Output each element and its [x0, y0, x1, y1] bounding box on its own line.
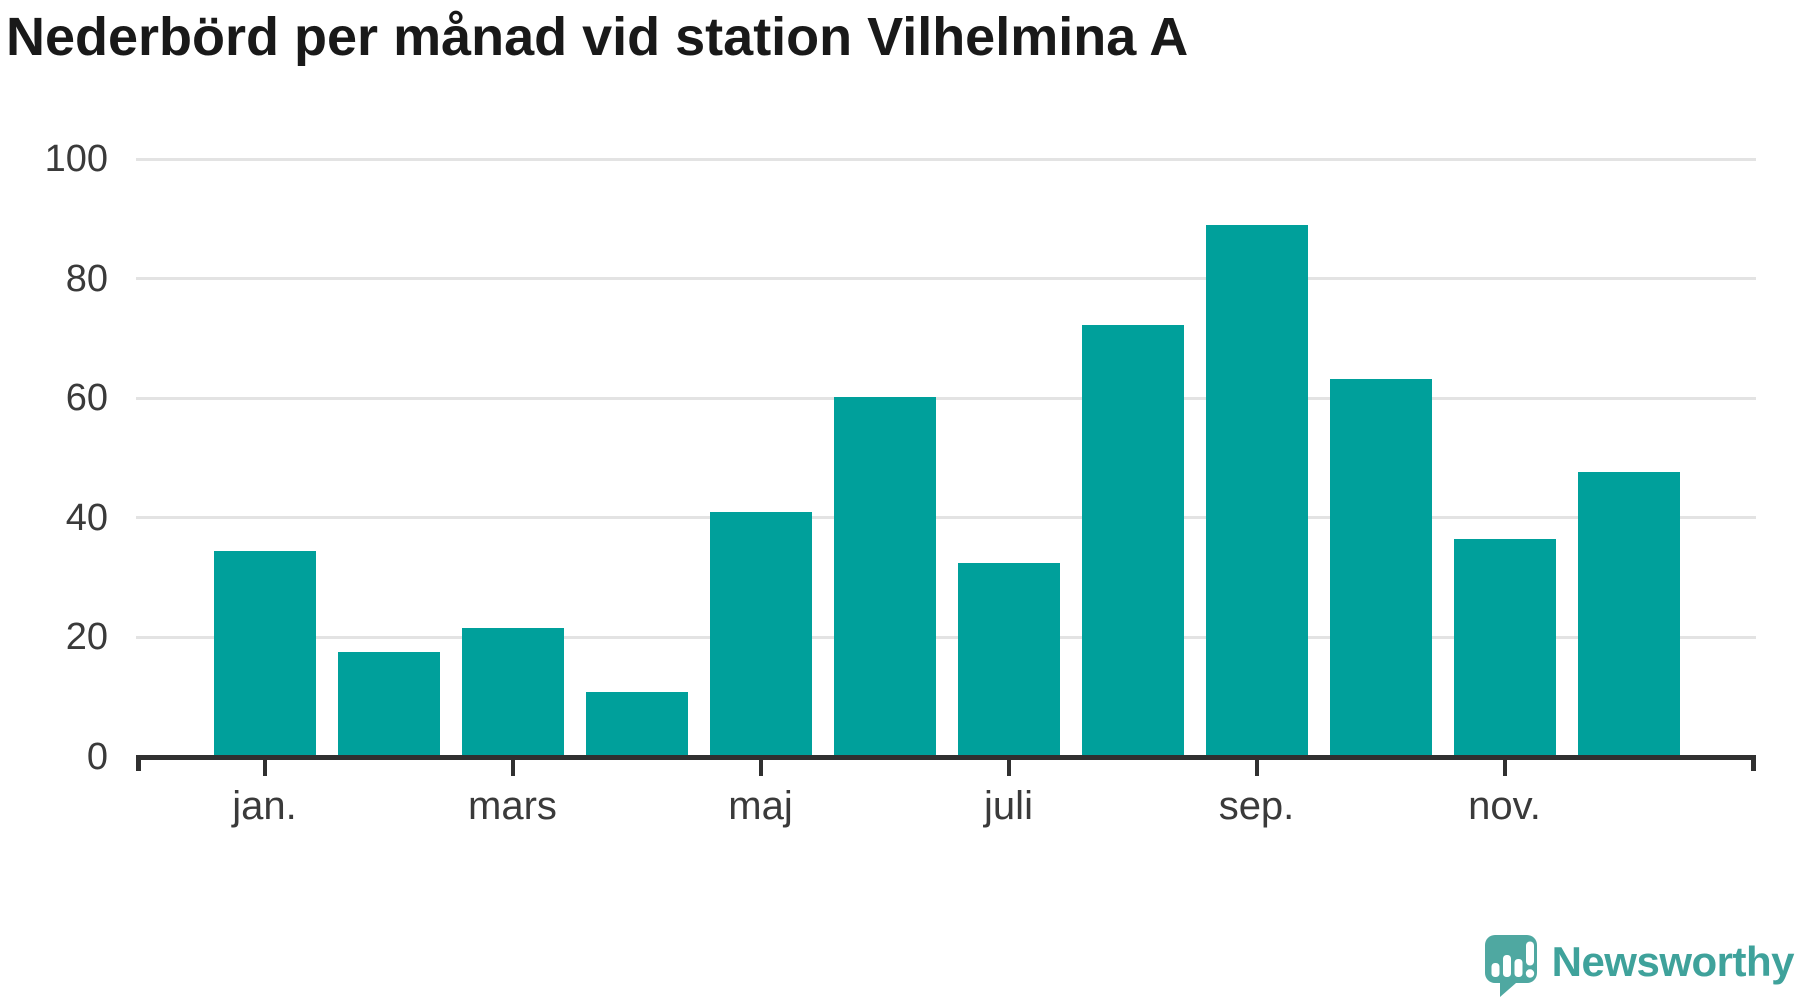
chart-title: Nederbörd per månad vid station Vilhelmi… — [6, 7, 1189, 67]
x-tick-label: jan. — [232, 784, 297, 828]
bar — [833, 397, 936, 757]
x-tick-label: mars — [468, 784, 557, 828]
bar — [461, 627, 564, 757]
y-tick-label: 40 — [65, 496, 108, 539]
bar — [1329, 379, 1432, 757]
bar — [709, 511, 812, 757]
gridline — [136, 157, 1756, 161]
x-tick — [1254, 759, 1259, 776]
x-tick-label: nov. — [1468, 784, 1541, 828]
newsworthy-bar-chart-icon — [1484, 935, 1537, 997]
x-tick — [262, 759, 267, 776]
x-tick — [510, 759, 515, 776]
x-tick-label: maj — [728, 784, 793, 828]
x-tick — [758, 759, 763, 776]
bar — [1577, 471, 1680, 757]
axis-end-cap — [136, 757, 141, 771]
gridline — [136, 516, 1756, 520]
bar — [1205, 225, 1308, 757]
gridline — [136, 277, 1756, 281]
bar — [1453, 539, 1556, 757]
y-tick-label: 20 — [65, 616, 108, 659]
y-tick-label: 80 — [65, 257, 108, 300]
x-axis-line — [136, 754, 1756, 760]
bar — [957, 563, 1060, 757]
gridline — [136, 396, 1756, 400]
bar — [337, 651, 440, 757]
x-tick — [1502, 759, 1507, 776]
bar — [213, 551, 316, 757]
y-tick-label: 60 — [65, 377, 108, 420]
x-tick-label: sep. — [1218, 784, 1295, 828]
x-tick — [1006, 759, 1011, 776]
y-tick-label: 0 — [86, 736, 108, 778]
axis-end-cap — [1751, 757, 1756, 771]
x-tick-label: juli — [984, 784, 1033, 828]
newsworthy-logo: Newsworthy — [1484, 930, 1795, 999]
y-tick-label: 100 — [44, 138, 108, 180]
newsworthy-wordmark: Newsworthy — [1551, 938, 1795, 985]
gridline — [136, 635, 1756, 639]
bar — [585, 691, 688, 757]
bar — [1081, 325, 1184, 757]
